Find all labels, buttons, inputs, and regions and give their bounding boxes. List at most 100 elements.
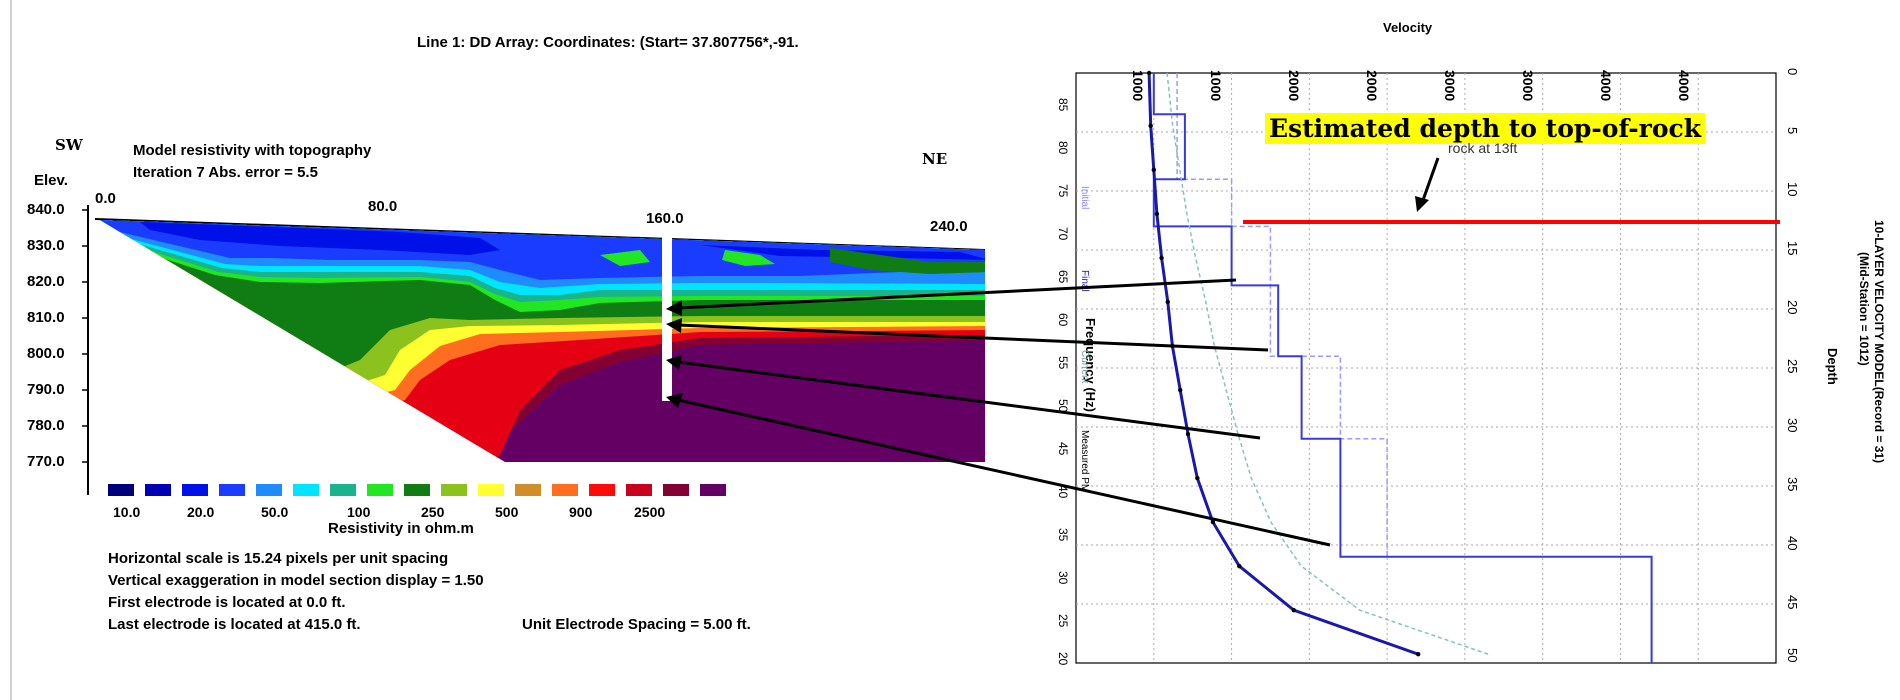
depth-tick-label: 5 — [1785, 127, 1800, 135]
depth-tick-label: 15 — [1785, 241, 1800, 256]
depth-tick-label: 0 — [1785, 68, 1800, 76]
frequency-tick-label: 55 — [1056, 356, 1070, 370]
legend-swatch — [293, 484, 319, 496]
note-electrode-spacing: Unit Electrode Spacing = 5.00 ft. — [522, 616, 751, 633]
velocity-panel: Velocity 1000 1000 2000 2000 3000 3000 4… — [1040, 0, 1900, 700]
legend-swatch — [219, 484, 245, 496]
left-border — [10, 0, 12, 700]
resistivity-legend: 10.0 20.0 50.0 100 250 500 900 2500 — [108, 484, 748, 524]
note-last-electrode: Last electrode is located at 415.0 ft. — [108, 616, 361, 633]
resistivity-fill — [100, 220, 985, 462]
measured-point — [1237, 563, 1242, 569]
frequency-tick-label: 45 — [1056, 442, 1070, 456]
depth-tick-label: 30 — [1785, 418, 1800, 433]
legend-label: 500 — [495, 504, 519, 520]
legend-label: 10.0 — [113, 504, 141, 520]
legend-swatch — [515, 484, 541, 496]
zone-green-lens — [830, 248, 985, 274]
velocity-tick-label: 2000 — [1364, 70, 1380, 102]
legend-swatch — [441, 484, 467, 496]
y-tick-label: 810.0 — [27, 309, 65, 326]
legend-final: Final — [1079, 270, 1090, 292]
velocity-tick-label: 4000 — [1676, 70, 1692, 102]
legend-swatch — [700, 484, 726, 496]
legend-label: 20.0 — [187, 504, 215, 520]
velocity-model-title: 10-LAYER VELOCITY MODEL(Record = 31) — [1872, 220, 1886, 464]
x-tick-label: 240.0 — [930, 218, 968, 235]
measured-point — [1146, 70, 1152, 76]
frequency-tick-label: 35 — [1056, 528, 1070, 542]
sw-label: SW — [55, 136, 83, 154]
note-vertical-exaggeration: Vertical exaggeration in model section d… — [108, 572, 484, 589]
depth-tick-label: 40 — [1785, 536, 1800, 551]
resistivity-section — [82, 205, 986, 495]
frequency-tick-label: 20 — [1056, 652, 1070, 666]
depth-axis-label: Depth — [1825, 348, 1840, 385]
legend-swatch — [626, 484, 652, 496]
legend-label: 100 — [347, 504, 371, 520]
x-tick-label: 80.0 — [368, 198, 398, 215]
legend-caption: Resistivity in ohm.m — [328, 520, 474, 537]
legend-swatch — [256, 484, 282, 496]
frequency-tick-label: 25 — [1056, 614, 1070, 628]
frequency-tick-label: 85 — [1056, 98, 1070, 112]
current-dispersion-curve — [1166, 72, 1489, 655]
y-tick-label: 780.0 — [27, 417, 65, 434]
depth-tick-label: 25 — [1785, 359, 1800, 374]
measured-point — [1165, 299, 1170, 305]
depth-tick-label: 10 — [1785, 182, 1800, 197]
depth-tick-label: 20 — [1785, 300, 1800, 315]
depth-tick-label: 35 — [1785, 477, 1800, 492]
measured-point — [1185, 431, 1191, 437]
legend-label: 2500 — [634, 504, 666, 520]
y-tick-label: 770.0 — [27, 453, 65, 470]
measured-point — [1151, 167, 1156, 173]
legend-swatch — [478, 484, 504, 496]
frequency-tick-label: 80 — [1056, 141, 1070, 155]
iteration-label: Iteration 7 Abs. error = 5.5 — [133, 164, 318, 181]
frequency-tick-label: 70 — [1056, 227, 1070, 241]
legend-label: 900 — [569, 504, 593, 520]
legend-swatch — [589, 484, 615, 496]
topography-line — [94, 218, 986, 251]
measured-point — [1210, 519, 1216, 525]
y-tick-label: 840.0 — [27, 201, 65, 218]
model-title: Model resistivity with topography — [133, 142, 372, 159]
final-model-line — [1152, 73, 1653, 663]
frequency-tick-label: 60 — [1056, 313, 1070, 327]
measured-point — [1170, 343, 1175, 349]
measured-point — [1178, 387, 1183, 393]
x-tick-label: 160.0 — [646, 210, 684, 227]
measured-point — [1159, 255, 1164, 261]
legend-swatch — [145, 484, 171, 496]
depth-tick-label: 50 — [1785, 648, 1800, 663]
zone-green-patch — [600, 250, 650, 266]
rock-depth-note: rock at 13ft — [1448, 140, 1518, 156]
x-tick-label: 0.0 — [95, 190, 116, 207]
top-of-rock-callout: Estimated depth to top-of-rock — [1265, 113, 1706, 144]
depth-tick-label: 45 — [1785, 595, 1800, 610]
frequency-tick-label: 40 — [1056, 485, 1070, 499]
y-tick-label: 820.0 — [27, 273, 65, 290]
line-title: Line 1: DD Array: Coordinates: (Start= 3… — [417, 34, 799, 51]
y-axis-ticks — [82, 209, 88, 463]
velocity-chart — [1075, 70, 1780, 664]
measured-point — [1154, 211, 1160, 217]
borehole-gap — [662, 236, 672, 401]
velocity-top-label: Velocity — [1383, 20, 1433, 35]
legend-swatch — [182, 484, 208, 496]
callout-arrow — [1415, 157, 1440, 212]
y-tick-label: 790.0 — [27, 381, 65, 398]
velocity-tick-label: 2000 — [1286, 70, 1302, 102]
frequency-tick-label: 30 — [1056, 571, 1070, 585]
legend-swatch — [552, 484, 578, 496]
legend-swatch — [330, 484, 356, 496]
measured-point — [1416, 651, 1421, 657]
legend-swatch — [367, 484, 393, 496]
velocity-tick-label: 3000 — [1520, 70, 1536, 102]
velocity-tick-label: 4000 — [1598, 70, 1614, 102]
legend-current: Current — [1079, 350, 1090, 384]
y-tick-label: 830.0 — [27, 237, 65, 254]
measured-point — [1195, 475, 1200, 481]
velocity-tick-label: 1000 — [1208, 70, 1224, 102]
